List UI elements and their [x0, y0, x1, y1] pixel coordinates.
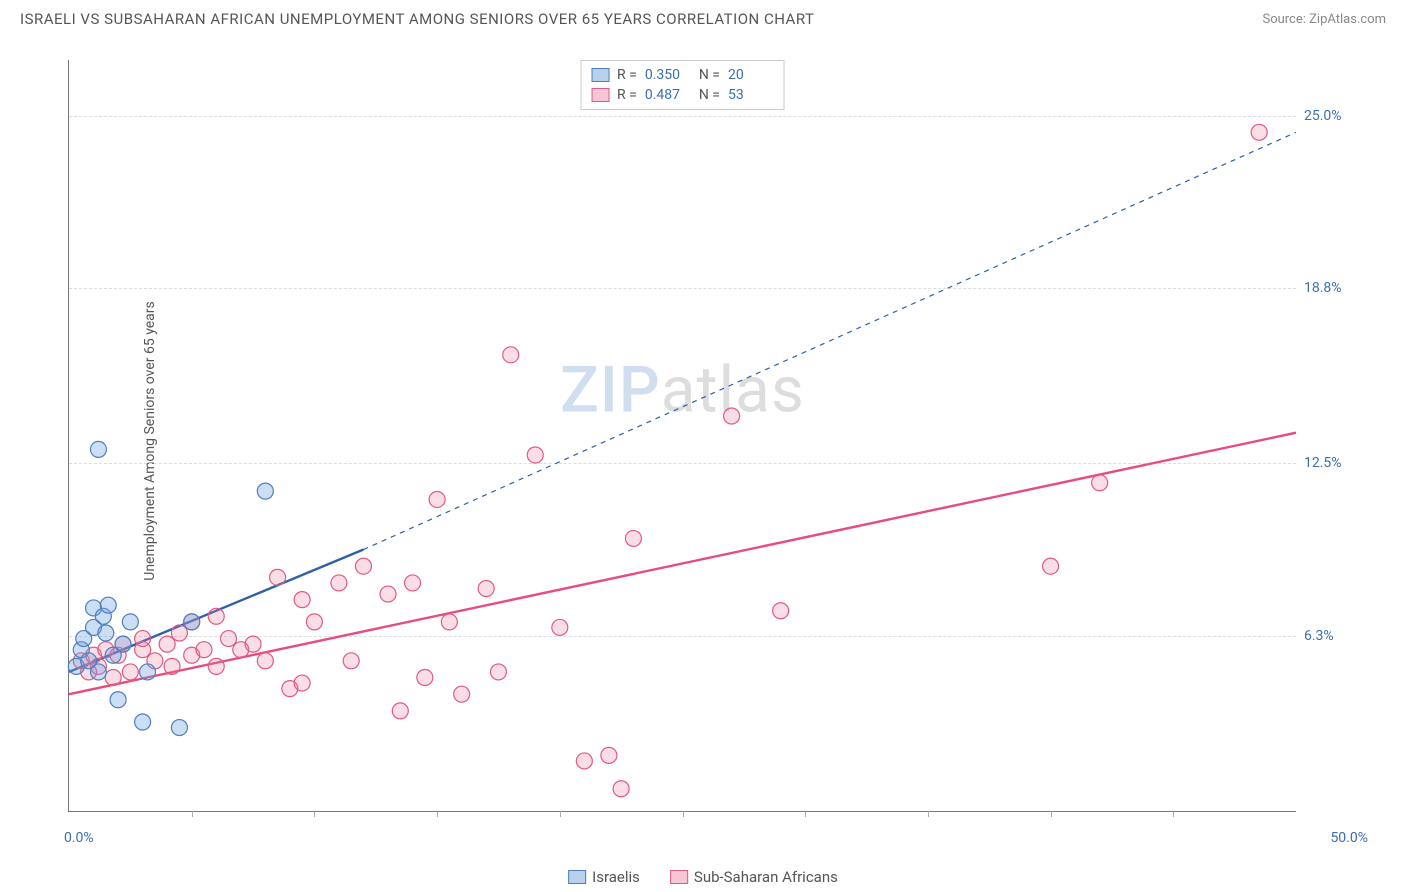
source-label: Source: ZipAtlas.com [1262, 12, 1386, 27]
legend-row: R = 0.350 N = 20 [591, 65, 774, 85]
correlation-legend: R = 0.350 N = 20 R = 0.487 N = 53 [580, 60, 785, 110]
chart-title: ISRAELI VS SUBSAHARAN AFRICAN UNEMPLOYME… [20, 10, 814, 28]
x-axis-min-label: 0.0% [64, 830, 94, 846]
legend-label: Israelis [592, 868, 640, 886]
legend-item-israelis: Israelis [568, 868, 640, 886]
legend-swatch-icon [591, 68, 609, 82]
x-tick [560, 811, 561, 817]
legend-label: Sub-Saharan Africans [694, 868, 838, 886]
x-tick [314, 811, 315, 817]
r-value: 0.350 [645, 67, 691, 83]
x-axis-max-label: 50.0% [1330, 830, 1368, 846]
legend-item-subsaharan: Sub-Saharan Africans [670, 868, 838, 886]
x-tick [1051, 811, 1052, 817]
r-label: R = [617, 87, 637, 103]
chart-container: Unemployment Among Seniors over 65 years… [20, 40, 1386, 842]
plot-area: R = 0.350 N = 20 R = 0.487 N = 53 ZIPatl… [68, 60, 1296, 812]
x-tick [805, 811, 806, 817]
n-label: N = [699, 67, 720, 83]
r-label: R = [617, 67, 637, 83]
x-tick [928, 811, 929, 817]
legend-swatch-icon [670, 870, 688, 884]
y-tick-label: 12.5% [1304, 455, 1374, 471]
legend-swatch-icon [568, 870, 586, 884]
n-value: 53 [728, 87, 774, 103]
r-value: 0.487 [645, 87, 691, 103]
x-tick [1173, 811, 1174, 817]
legend-swatch-icon [591, 88, 609, 102]
y-tick-label: 25.0% [1304, 108, 1374, 124]
n-label: N = [699, 87, 720, 103]
y-tick-label: 6.3% [1304, 628, 1374, 644]
legend-row: R = 0.487 N = 53 [591, 85, 774, 105]
n-value: 20 [728, 67, 774, 83]
scatter-svg [69, 60, 1296, 811]
x-tick [192, 811, 193, 817]
y-tick-label: 18.8% [1304, 280, 1374, 296]
x-tick [437, 811, 438, 817]
x-tick [683, 811, 684, 817]
series-legend: Israelis Sub-Saharan Africans [568, 868, 838, 886]
